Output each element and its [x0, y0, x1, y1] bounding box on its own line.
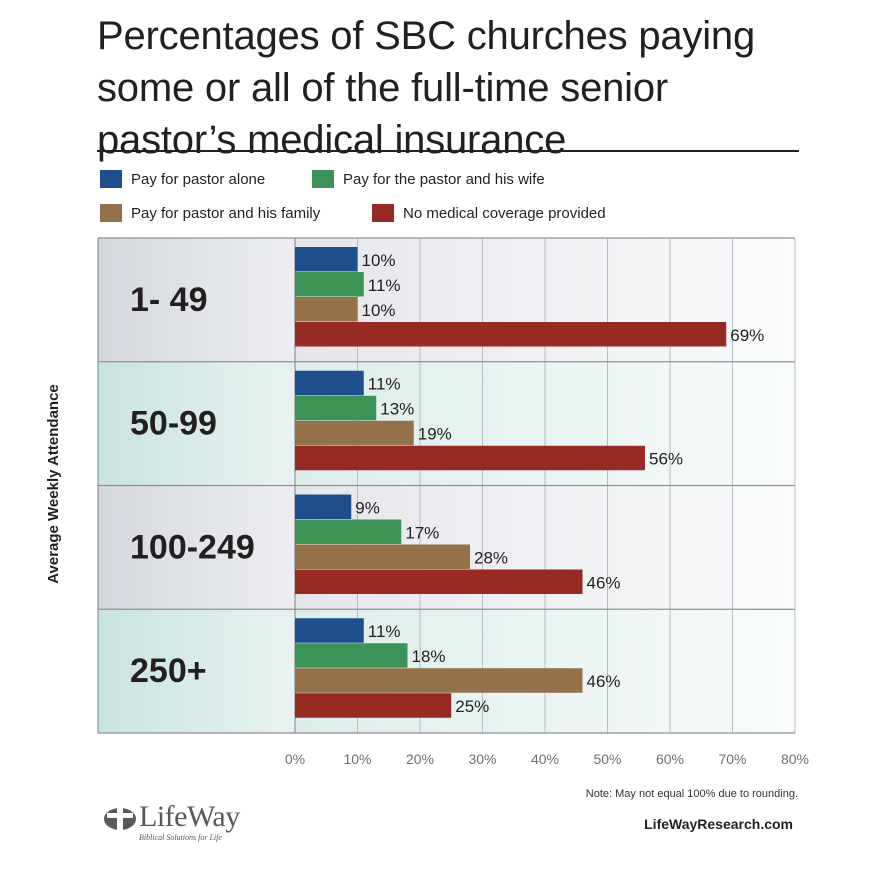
legend-item-pastor-alone: Pay for pastor alone	[100, 170, 265, 188]
chart-title: Percentages of SBC churches paying some …	[97, 14, 756, 162]
logo-tagline: Biblical Solutions for Life	[139, 833, 222, 842]
x-tick-label: 80%	[781, 751, 809, 767]
data-label: 46%	[587, 573, 621, 592]
x-tick-label: 40%	[531, 751, 559, 767]
legend-swatch	[100, 204, 122, 222]
category-label: 1- 49	[130, 281, 208, 319]
data-label: 28%	[474, 548, 508, 567]
lifeway-logo: LifeWay Biblical Solutions for Life	[103, 800, 263, 850]
category-panel	[98, 361, 295, 486]
data-label: 11%	[368, 375, 401, 394]
data-label: 11%	[368, 276, 401, 295]
data-label: 11%	[368, 622, 401, 641]
x-tick-label: 0%	[285, 751, 305, 767]
bar	[295, 420, 414, 446]
website-link[interactable]: LifeWayResearch.com	[644, 816, 793, 832]
bar	[295, 693, 452, 718]
bar	[295, 643, 408, 668]
legend-label: Pay for pastor alone	[131, 170, 266, 188]
x-tick-label: 50%	[593, 751, 621, 767]
x-tick-label: 30%	[468, 751, 496, 767]
bar	[295, 445, 645, 471]
bar	[295, 370, 364, 396]
data-label: 9%	[355, 498, 380, 517]
category-panel	[98, 485, 295, 610]
bar	[295, 272, 364, 297]
x-tick-label: 20%	[406, 751, 434, 767]
y-axis-label: Average Weekly Attendance	[45, 384, 62, 584]
data-label: 13%	[380, 400, 414, 419]
data-label: 56%	[649, 450, 683, 469]
data-label: 10%	[362, 251, 396, 270]
bar	[295, 247, 358, 272]
category-panel	[98, 609, 295, 733]
legend: Pay for pastor alone Pay for the pastor …	[100, 166, 800, 236]
bar	[295, 297, 358, 322]
data-label: 25%	[455, 697, 489, 716]
legend-label: Pay for pastor and his family	[131, 204, 321, 222]
legend-item-pastor-family: Pay for pastor and his family	[100, 204, 320, 222]
category-label: 250+	[130, 652, 207, 690]
data-label: 18%	[412, 647, 446, 666]
bar	[295, 668, 583, 693]
data-label: 19%	[418, 425, 452, 444]
data-label: 46%	[587, 672, 621, 691]
legend-label: Pay for the pastor and his wife	[343, 170, 545, 188]
category-label: 50-99	[130, 405, 217, 443]
bar	[295, 322, 727, 347]
data-label: 10%	[362, 301, 396, 320]
legend-swatch	[100, 170, 122, 188]
bar	[295, 519, 402, 544]
legend-swatch	[312, 170, 334, 188]
x-tick-label: 70%	[718, 751, 746, 767]
legend-swatch	[372, 204, 394, 222]
footnote: Note: May not equal 100% due to rounding…	[585, 788, 798, 800]
cross-icon	[104, 805, 136, 833]
bar	[295, 569, 583, 594]
bar	[295, 618, 364, 643]
bar	[295, 494, 352, 519]
legend-item-pastor-wife: Pay for the pastor and his wife	[312, 170, 545, 188]
x-tick-label: 60%	[656, 751, 684, 767]
x-tick-label: 10%	[343, 751, 371, 767]
title-rule	[97, 150, 799, 152]
legend-item-no-coverage: No medical coverage provided	[372, 204, 606, 222]
logo-wordmark: LifeWay	[139, 800, 240, 833]
data-label: 69%	[730, 326, 764, 345]
category-label: 100-249	[130, 528, 255, 566]
data-label: 17%	[405, 523, 439, 542]
bar	[295, 544, 470, 569]
category-panel	[98, 238, 295, 362]
legend-label: No medical coverage provided	[403, 204, 606, 222]
bar	[295, 395, 377, 421]
